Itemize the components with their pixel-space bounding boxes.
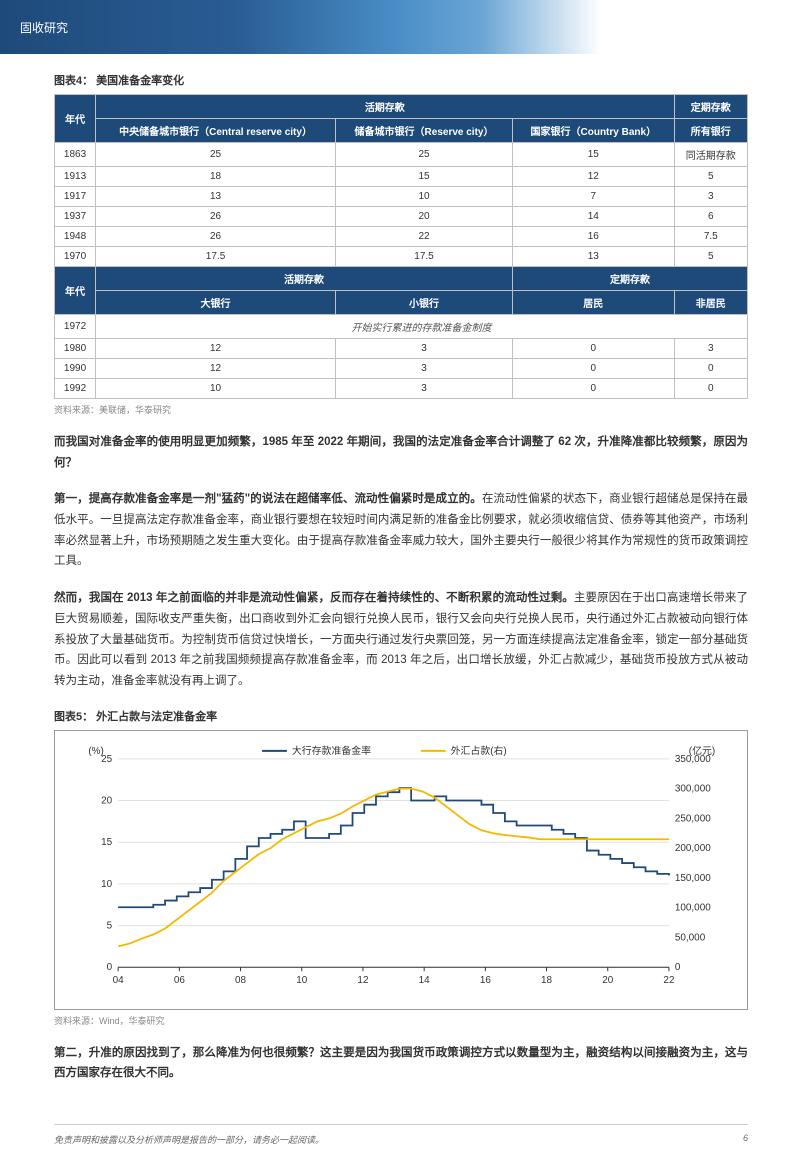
- th-demand2: 活期存款: [96, 267, 513, 291]
- fig4-title: 图表4： 美国准备金率变化: [54, 72, 748, 88]
- svg-text:150,000: 150,000: [675, 872, 711, 883]
- para2-bold: 第一，提高存款准备金率是一剂"猛药"的说法在超储率低、流动性偏紧时是成立的。: [54, 493, 482, 505]
- chart-svg: 0510152025050,000100,000150,000200,00025…: [63, 739, 739, 1001]
- logo-en: HUATAI SECURITIES: [708, 34, 782, 41]
- svg-text:22: 22: [663, 975, 675, 986]
- svg-text:12: 12: [357, 975, 369, 986]
- para1: 而我国对准备金率的使用明显更加频繁，1985 年至 2022 年期间，我国的法定…: [54, 432, 748, 473]
- table-row: 19372620146: [55, 207, 748, 227]
- th-time: 定期存款: [674, 95, 747, 119]
- th2-h2: 小银行: [335, 291, 512, 315]
- svg-text:08: 08: [235, 975, 247, 986]
- svg-text:50,000: 50,000: [675, 932, 706, 943]
- th-h2: 储备城市银行（Reserve city）: [335, 119, 512, 143]
- th-h3: 国家银行（Country Bank）: [513, 119, 674, 143]
- svg-text:04: 04: [113, 975, 125, 986]
- svg-text:0: 0: [675, 962, 681, 973]
- th-era2: 年代: [55, 267, 96, 315]
- table-row: 197017.517.5135: [55, 247, 748, 267]
- svg-text:大行存款准备金率: 大行存款准备金率: [292, 743, 371, 756]
- th-demand: 活期存款: [96, 95, 674, 119]
- fig5-source: 资料来源：Wind，华泰研究: [54, 1014, 748, 1027]
- table-row: 199210300: [55, 379, 748, 399]
- svg-text:5: 5: [107, 920, 113, 931]
- svg-text:250,000: 250,000: [675, 813, 711, 824]
- para4-bold: 第二，升准的原因找到了，那么降准为何也很频繁？这主要是因为我国货币政策调控方式以…: [54, 1047, 748, 1080]
- svg-text:20: 20: [101, 795, 113, 806]
- table-row: 198012303: [55, 339, 748, 359]
- svg-text:20: 20: [602, 975, 614, 986]
- th-era: 年代: [55, 95, 96, 143]
- th2-h1: 大银行: [96, 291, 336, 315]
- svg-text:15: 15: [101, 837, 113, 848]
- th-time2: 定期存款: [513, 267, 748, 291]
- table-row: 1917131073: [55, 187, 748, 207]
- fig5-title: 图表5： 外汇占款与法定准备金率: [54, 708, 748, 724]
- svg-text:300,000: 300,000: [675, 783, 711, 794]
- th2-h3: 居民: [513, 291, 674, 315]
- svg-text:外汇占款(右): 外汇占款(右): [451, 743, 507, 756]
- logo-icon: [674, 13, 702, 41]
- svg-text:18: 18: [541, 975, 553, 986]
- svg-text:0: 0: [107, 962, 113, 973]
- svg-text:14: 14: [419, 975, 431, 986]
- fig4-table: 年代活期存款定期存款 中央储备城市银行（Central reserve city…: [54, 94, 748, 399]
- para3-rest: 主要原因在于出口高速增长带来了巨大贸易顺差，国际收支严重失衡，出口商收到外汇会向…: [54, 592, 748, 687]
- svg-text:10: 10: [101, 878, 113, 889]
- fig4-source: 资料来源：美联储，华泰研究: [54, 403, 748, 416]
- svg-text:100,000: 100,000: [675, 902, 711, 913]
- th2-h4: 非居民: [674, 291, 747, 315]
- table-row: 1863252515同活期存款: [55, 143, 748, 167]
- header-logo: 华泰证券 HUATAI SECURITIES: [674, 13, 782, 41]
- table-row: 1972开始实行累进的存款准备金制度: [55, 315, 748, 339]
- svg-text:(%): (%): [88, 745, 103, 756]
- para2: 第一，提高存款准备金率是一剂"猛药"的说法在超储率低、流动性偏紧时是成立的。在流…: [54, 489, 748, 572]
- page-header: 固收研究 华泰证券 HUATAI SECURITIES: [0, 0, 802, 54]
- header-category: 固收研究: [20, 19, 68, 36]
- svg-text:200,000: 200,000: [675, 843, 711, 854]
- svg-text:06: 06: [174, 975, 186, 986]
- svg-text:16: 16: [480, 975, 492, 986]
- table-row: 19482622167.5: [55, 227, 748, 247]
- para3-bold: 然而，我国在 2013 年之前面临的并非是流动性偏紧，反而存在着持续性的、不断积…: [54, 592, 574, 604]
- table-row: 19131815125: [55, 167, 748, 187]
- para3: 然而，我国在 2013 年之前面临的并非是流动性偏紧，反而存在着持续性的、不断积…: [54, 588, 748, 691]
- page-footer: 免责声明和披露以及分析师声明是报告的一部分，请务必一起阅读。 6: [54, 1124, 748, 1154]
- svg-text:(亿元): (亿元): [689, 743, 715, 756]
- footer-page: 6: [743, 1133, 748, 1146]
- svg-text:10: 10: [296, 975, 308, 986]
- th-h4: 所有银行: [674, 119, 747, 143]
- footer-disclaimer: 免责声明和披露以及分析师声明是报告的一部分，请务必一起阅读。: [54, 1133, 324, 1146]
- th-h1: 中央储备城市银行（Central reserve city）: [96, 119, 336, 143]
- fig5-chart: 0510152025050,000100,000150,000200,00025…: [54, 730, 748, 1010]
- table-row: 199012300: [55, 359, 748, 379]
- logo-cn: 华泰证券: [708, 14, 782, 34]
- para4: 第二，升准的原因找到了，那么降准为何也很频繁？这主要是因为我国货币政策调控方式以…: [54, 1043, 748, 1084]
